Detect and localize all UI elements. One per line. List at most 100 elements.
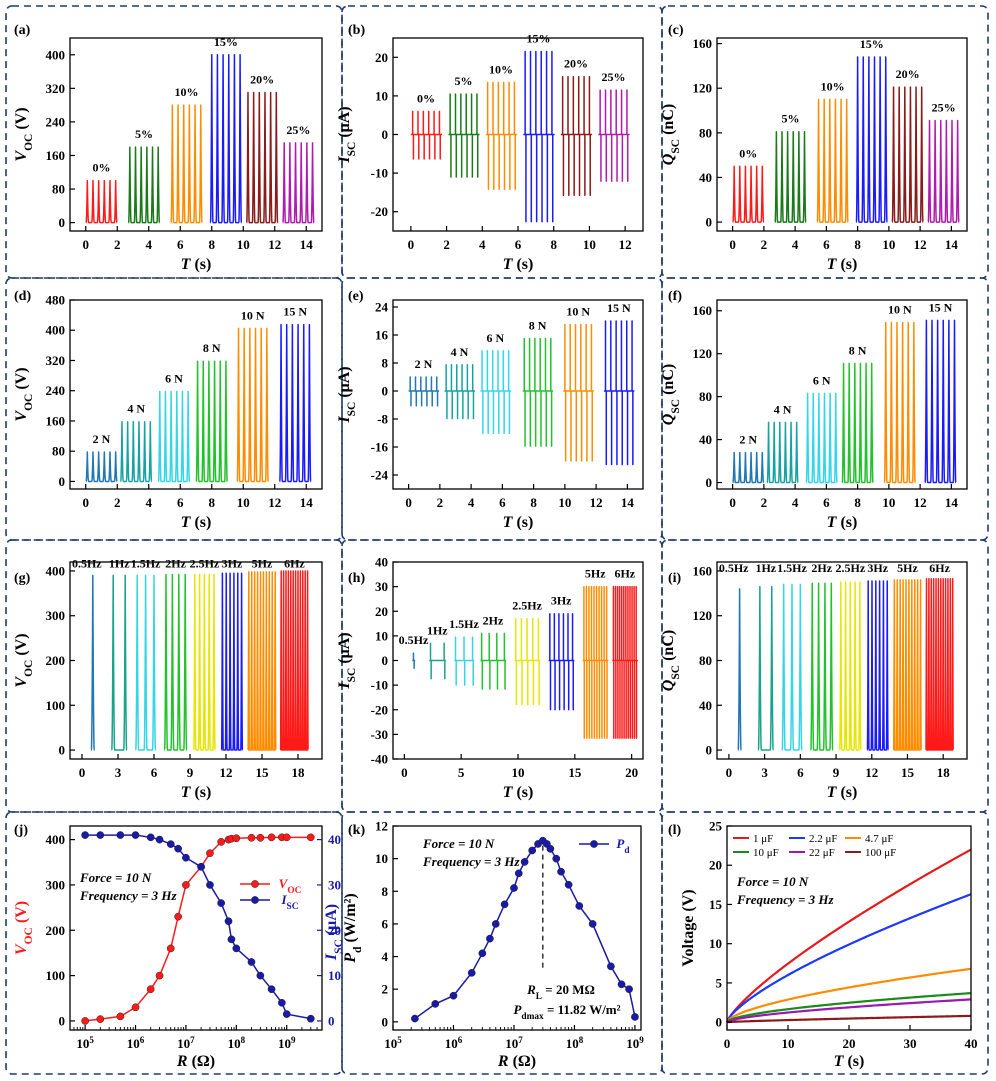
series-2-line [454,636,475,686]
series-0-point [514,869,523,878]
series-0-label: 0.5Hz [719,561,749,575]
series-4-line [839,581,862,751]
series-5-label: 3Hz [867,561,888,575]
series-2-line [816,98,849,223]
series-5-label: 15 N [607,301,631,315]
series-5-line [603,320,635,466]
series-1-point [282,1010,291,1018]
series-0-point [510,884,518,892]
y-tick-label: 160 [693,36,713,51]
series-4-line [726,998,972,1024]
data-layer [85,323,312,483]
y-tick-label: 480 [46,293,66,308]
series-7-line [612,585,638,739]
y-tick-label: -30 [371,727,388,742]
series-1-label: 1Hz [427,623,448,637]
data-layer [90,570,309,751]
series-1-point [232,944,241,953]
y-tick-label: 6 [382,916,389,931]
series-3-line [195,360,228,483]
panel-e: 2 N4 N6 N8 N10 N 15 N0 2 4 6 8 10 12 14-24-16-80… [336,289,644,531]
x-tick-label: 0 [729,495,736,510]
x-tick-label: 4 [479,237,486,252]
series-4-label: 2.5Hz [835,561,865,575]
series-2-label: 10% [821,79,845,93]
series-1-point [131,831,140,839]
series-4-line [563,323,594,462]
series-0-label: 2 N [415,357,433,371]
y2-tick-label: 40 [328,832,341,847]
panel-label: (f) [668,289,682,304]
legend-label: ISC [280,892,298,912]
series-5-label: 25% [932,101,956,115]
series-0-label: 0% [739,146,757,160]
panel-label: (k) [348,823,365,838]
plot-frame [392,825,642,1031]
y-tick-label: 2 [382,982,389,997]
series-0-point [478,949,487,958]
y-tick-label: 160 [693,303,713,318]
series-4-line [514,617,541,706]
y-tick-label: 100 [46,968,66,983]
y-tick-label: 100 [46,698,66,713]
series-0-point [575,902,584,910]
series-5-label: 25% [602,70,626,84]
y-tick-label: 0 [706,743,713,758]
x-tick-label: 105 [76,1035,94,1051]
x-tick-label: 6 [151,765,158,780]
y-tick-label: 160 [46,148,66,163]
series-1-label: 1Hz [755,561,776,575]
series-1-point [116,831,125,839]
x-tick-label: 14 [945,495,959,510]
series-6-label: 5Hz [585,567,606,581]
series-4-label: 2.5Hz [512,599,542,613]
data-layer [732,319,957,484]
series-0-point [486,934,494,943]
series-1-line [766,421,799,484]
series-1-line [774,130,807,223]
x-tick-label: 12 [268,237,281,252]
x-tick-label: 15 [901,765,915,780]
x-tick-label: 107 [505,1035,523,1051]
x-tick-label: 2 [761,495,768,510]
x-axis-label: T (s) [503,514,534,531]
y-tick-label: 80 [699,653,712,668]
y-tick-label: -16 [371,440,389,455]
x-tick-label: 0 [408,237,415,252]
y-tick-label: 320 [46,81,66,96]
x-tick-label: 109 [278,1035,296,1051]
y-tick-label: 40 [699,698,712,713]
y-tick-label: 0 [706,475,713,490]
y-tick-label: 30 [375,579,388,594]
panel-frame [5,539,343,813]
series-3-label: 15% [214,35,238,49]
y-axis-label: ISC (μA) [336,366,358,423]
series-5-label: 25% [286,123,310,137]
panel-label: (l) [668,823,682,838]
series-2-label: 10% [489,62,513,76]
series-0-point [546,844,555,853]
y-tick-label: 200 [46,653,66,668]
series-1-point [256,971,265,980]
x-tick-label: 10 [237,495,250,510]
x-tick-label: 108 [566,1035,584,1051]
series-1-point [247,958,256,966]
x-tick-label: 10 [782,1036,795,1051]
x-tick-label: 8 [530,495,537,510]
plot-frame [716,299,968,490]
y-tick-label: 4 [382,949,389,964]
x-tick-label: 106 [445,1035,463,1051]
series-1-point [155,835,164,844]
y-tick-label: -10 [371,166,388,181]
y-tick-label: 400 [46,832,66,847]
panel-frames [5,5,989,1075]
x-tick-label: 2 [443,237,450,252]
y2-axis-label: ISC (μA) [323,904,345,961]
series-6-line [582,585,609,739]
x-axis-label: T (s) [827,784,858,801]
x-tick-label: 10 [558,495,571,510]
series-0-point [282,833,291,842]
x-tick-label: 14 [300,237,314,252]
data-layer [408,320,635,466]
series-0-point [174,912,182,921]
